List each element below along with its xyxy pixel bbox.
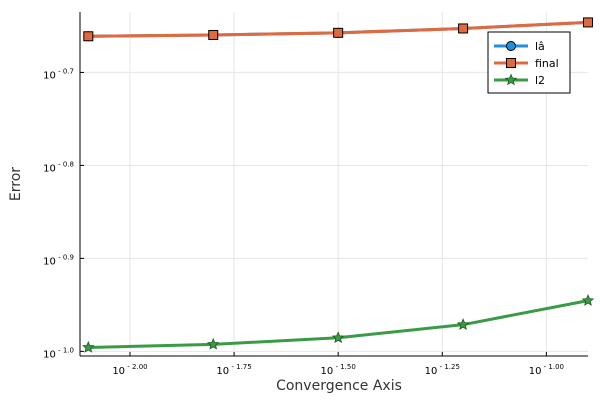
x-tick-label: 10 - 2.00 [112, 363, 147, 377]
legend-label: l2 [535, 74, 545, 87]
y-tick-label: 10 - 0.8 [43, 160, 74, 174]
legend-label: final [535, 57, 559, 70]
data-point [207, 337, 220, 350]
y-tick-label: 10 - 0.7 [43, 67, 74, 81]
legend-marker [506, 41, 516, 51]
legend-marker [504, 73, 518, 86]
series-l2 [82, 294, 595, 353]
data-point [208, 29, 219, 40]
axes [79, 12, 588, 357]
series-final [83, 17, 593, 42]
data-point [83, 31, 94, 42]
data-point [333, 27, 344, 38]
legend: lâ final l2 [487, 31, 571, 94]
x-tick-label: 10 - 1.00 [529, 363, 564, 377]
data-point [583, 17, 593, 28]
data-point [456, 318, 470, 330]
legend-marker [506, 58, 516, 68]
x-axis-label: Convergence Axis [276, 378, 402, 394]
data-point [331, 331, 345, 344]
data-point [82, 340, 95, 353]
x-tick-label: 10 - 1.25 [425, 363, 460, 377]
series-group [82, 17, 595, 353]
x-tick-label: 10 - 1.75 [216, 363, 251, 377]
legend-label: lâ [535, 40, 545, 53]
y-tick-label: 10 - 1.0 [43, 346, 74, 360]
tick-labels: 10 - 2.00 10 - 1.75 10 - 1.50 10 - 1.25 10 -… [43, 67, 564, 377]
data-point [458, 23, 469, 34]
x-tick-label: 10 - 1.50 [321, 363, 356, 377]
data-point [581, 294, 595, 306]
y-axis-label: Error [8, 167, 24, 201]
y-tick-label: 10 - 0.9 [43, 253, 74, 267]
